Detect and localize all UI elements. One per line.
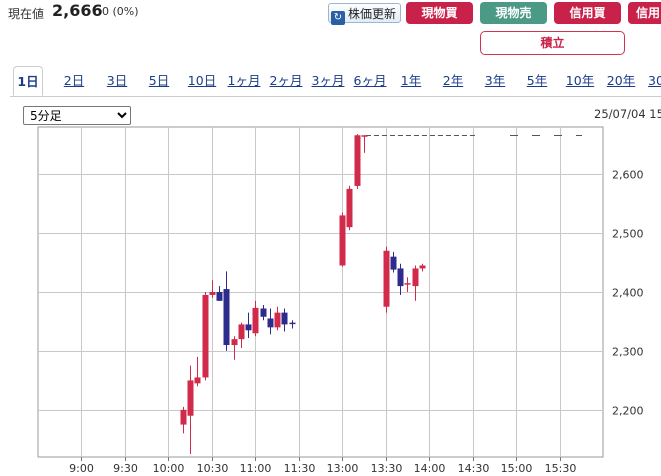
spot-buy-button[interactable]: 現物買 (406, 2, 473, 24)
tab-1y[interactable]: 1年 (400, 73, 422, 88)
margin-buy-button[interactable]: 信用買 (554, 2, 621, 24)
candle-body (231, 339, 238, 346)
candle-body (180, 409, 187, 425)
x-tick-label: 11:00 (240, 462, 272, 475)
tab-1m[interactable]: 1ヶ月 (227, 73, 261, 88)
candle-body (390, 256, 397, 270)
candle-body (383, 250, 390, 307)
current-price-value: 2,666 (52, 1, 103, 20)
candle-body (281, 312, 288, 325)
x-tick-label: 13:30 (371, 462, 403, 475)
x-tick-label: 14:00 (414, 462, 446, 475)
update-price-label: 株価更新 (348, 7, 397, 21)
tab-2m[interactable]: 2ヶ月 (269, 73, 303, 88)
tab-2d[interactable]: 2日 (63, 73, 85, 88)
candle-body (267, 318, 274, 328)
candle-body (238, 324, 245, 340)
candle-body (397, 268, 404, 287)
tab-5d[interactable]: 5日 (148, 73, 170, 88)
x-tick-label: 15:00 (501, 462, 533, 475)
candle-body (354, 135, 361, 186)
current-price-label: 現在値 (8, 7, 45, 21)
chart-timestamp: 25/07/04 15 (594, 107, 661, 121)
x-tick-label: 11:30 (284, 462, 316, 475)
tab-10d[interactable]: 10日 (187, 73, 217, 88)
tab-1d[interactable]: 1日 (13, 66, 43, 96)
tab-10y[interactable]: 10年 (565, 73, 595, 88)
tab-6m[interactable]: 6ヶ月 (353, 73, 387, 88)
price-change: 0 (0%) (102, 5, 139, 18)
tab-3m[interactable]: 3ヶ月 (311, 73, 345, 88)
spot-sell-button[interactable]: 現物売 (480, 2, 547, 24)
period-tabs: 1日 2日 3日 5日 10日 1ヶ月 2ヶ月 3ヶ月 6ヶ月 1年 2年 3年… (10, 66, 661, 97)
candle-body (245, 324, 252, 331)
x-tick-label: 14:30 (458, 462, 490, 475)
y-tick-label: 2,200 (612, 405, 644, 418)
x-tick-label: 13:00 (327, 462, 359, 475)
tab-5y[interactable]: 5年 (526, 73, 548, 88)
x-tick-label: 10:30 (197, 462, 229, 475)
candle-interval-select[interactable]: 5分足 (23, 106, 131, 125)
candle-body (209, 292, 216, 295)
candle-body (202, 294, 209, 378)
candle-body (260, 308, 267, 317)
y-tick-label: 2,600 (612, 169, 644, 182)
y-tick-label: 2,500 (612, 228, 644, 241)
tab-3y[interactable]: 3年 (484, 73, 506, 88)
candle-body (289, 322, 296, 325)
tab-3d[interactable]: 3日 (106, 73, 128, 88)
x-tick-label: 9:00 (69, 462, 94, 475)
margin-sell-button[interactable]: 信用 (628, 2, 661, 24)
x-tick-label: 15:30 (545, 462, 577, 475)
x-tick-label: 10:00 (153, 462, 185, 475)
candle-body (404, 283, 411, 285)
candle-body (412, 268, 419, 287)
candle-body (346, 188, 353, 228)
tab-2y[interactable]: 2年 (442, 73, 464, 88)
candle-body (187, 380, 194, 416)
quote-header: 現在値 2,666 0 (0%) ↻ 株価更新 現物買 現物売 信用買 信用 (0, 0, 661, 28)
tab-20y[interactable]: 20年 (606, 73, 636, 88)
candle-body (252, 307, 259, 334)
y-tick-label: 2,300 (612, 346, 644, 359)
candle-body (419, 265, 426, 269)
tab-30y[interactable]: 30 (648, 73, 661, 88)
candle-body (223, 289, 230, 346)
chart-panel (10, 97, 661, 476)
candle-body (361, 135, 368, 137)
refresh-icon: ↻ (331, 11, 345, 25)
candle-body (194, 377, 201, 384)
y-tick-label: 2,400 (612, 287, 644, 300)
candle-body (274, 312, 281, 328)
update-price-button[interactable]: ↻ 株価更新 (328, 3, 402, 25)
candle-body (216, 292, 223, 301)
candle-body (339, 215, 346, 266)
accumulate-button[interactable]: 積立 (480, 31, 625, 55)
x-tick-label: 9:30 (113, 462, 138, 475)
